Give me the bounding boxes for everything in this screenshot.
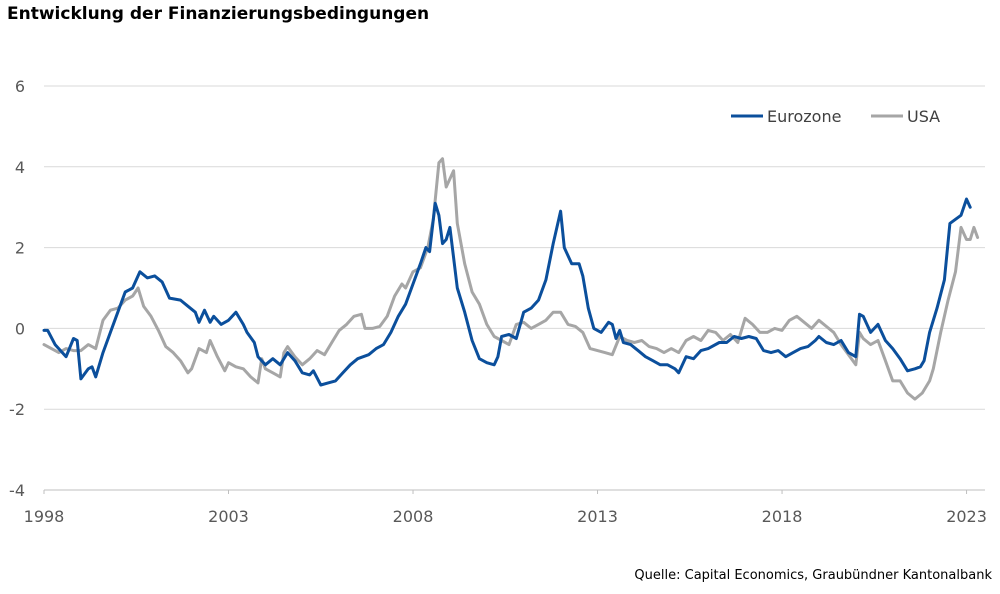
x-tick-label: 1998 <box>24 507 65 526</box>
series-line-eurozone <box>42 197 972 387</box>
x-tick-label: 2018 <box>762 507 803 526</box>
series-line-usa <box>42 157 980 401</box>
x-tick-label: 2013 <box>577 507 618 526</box>
chart-title: Entwicklung der Finanzierungsbedingungen <box>7 4 430 24</box>
series-lines <box>42 157 980 401</box>
grid-lines <box>44 85 985 410</box>
x-axis-ticks: 1998 2003 2008 2013 2018 2023 <box>24 490 987 526</box>
source-note: Quelle: Capital Economics, Graubündner K… <box>634 568 992 583</box>
y-tick-label: -2 <box>9 400 25 419</box>
legend-label: Eurozone <box>767 107 841 126</box>
y-tick-label: 4 <box>15 158 25 177</box>
legend: Eurozone USA <box>731 107 940 126</box>
y-axis-ticks: -4 -2 0 2 4 6 <box>9 77 25 500</box>
x-tick-label: 2003 <box>208 507 249 526</box>
y-tick-label: 2 <box>15 239 25 258</box>
x-tick-label: 2008 <box>393 507 434 526</box>
y-tick-label: 6 <box>15 77 25 96</box>
legend-label: USA <box>907 107 940 126</box>
y-tick-label: -4 <box>9 481 25 500</box>
y-tick-label: 0 <box>15 319 25 338</box>
x-tick-label: 2023 <box>946 507 987 526</box>
